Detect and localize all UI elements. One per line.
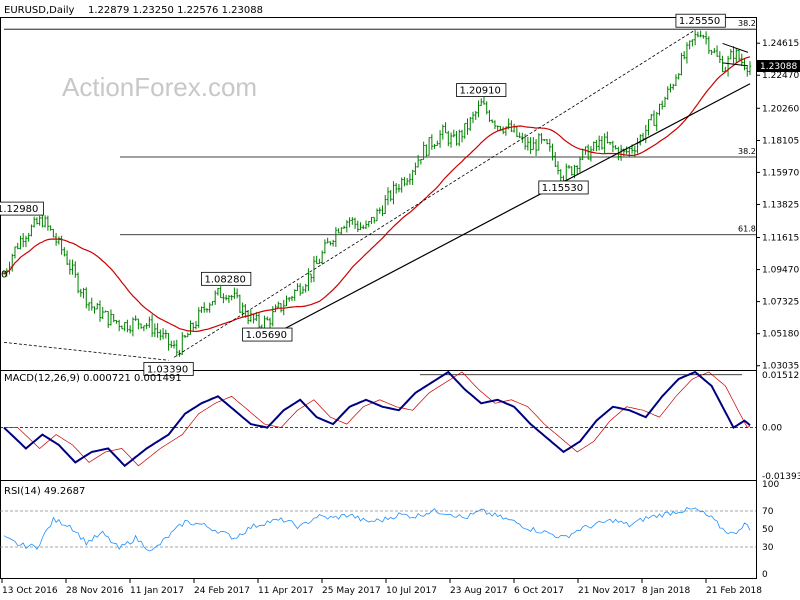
rsi-title: RSI(14) 49.2687 — [4, 486, 85, 497]
price-tick-label: 1.09470 — [762, 266, 799, 276]
price-tick-label: 1.24615 — [762, 39, 799, 49]
swing-label: 1.03390 — [147, 364, 188, 375]
macd-tick-label: 0.01512 — [762, 371, 799, 381]
rsi-line — [3, 506, 751, 552]
price-tick-label: 1.18105 — [762, 136, 799, 146]
date-label: 24 Feb 2017 — [194, 586, 250, 596]
date-label: 11 Jan 2017 — [130, 586, 184, 596]
rsi-tick-label: 70 — [762, 507, 774, 517]
macd-signal-line — [4, 371, 751, 467]
rsi-tick-label: 100 — [762, 480, 779, 490]
rsi-pane-frame — [0, 480, 757, 579]
macd-title: MACD(12,26,9) 0.000721 0.001491 — [4, 373, 182, 384]
swing-label-box — [143, 362, 194, 376]
swing-label: 1.20910 — [460, 86, 501, 97]
price-tick-label: 1.03035 — [762, 362, 799, 372]
price-tick-label: 1.05180 — [762, 330, 799, 340]
rsi-pane: 100 70 50 30 0 — [0, 480, 779, 580]
price-tick-label: 1.15970 — [762, 168, 799, 178]
chart-symbol-label: EURUSD,Daily — [4, 5, 75, 16]
price-tick-label: 1.11615 — [762, 233, 799, 243]
date-label: 23 Aug 2017 — [450, 586, 508, 596]
price-tick-label: 1.22470 — [762, 71, 799, 81]
current-price-box — [757, 60, 800, 73]
price-tick-label: 1.13825 — [762, 200, 799, 210]
macd-line — [3, 370, 751, 468]
swing-label: 1.05690 — [246, 330, 287, 341]
rsi-tick-label: 50 — [762, 525, 774, 535]
moving-average-line — [3, 56, 751, 333]
date-label: 28 Nov 2016 — [66, 586, 124, 596]
macd-pane: 0.01512 0.00 -0.01393 — [0, 370, 800, 482]
date-label: 11 Apr 2017 — [258, 586, 314, 596]
date-label: 8 Jan 2018 — [642, 586, 690, 596]
swing-label-box — [456, 83, 507, 97]
macd-tick-label: -0.01393 — [762, 472, 800, 482]
swing-label-box — [538, 180, 589, 195]
swing-label-box — [675, 13, 726, 28]
swing-label-box — [242, 327, 293, 342]
rsi-tick-label: 30 — [762, 543, 774, 553]
chart-ohlc-text: 1.22879 1.23250 1.22576 1.23088 — [88, 5, 263, 16]
watermark: ActionForex.com — [62, 72, 257, 102]
swing-label: 1.12980 — [0, 204, 38, 215]
price-axis: 1.24615 1.22470 1.20260 1.18105 1.15970 1.138… — [756, 39, 800, 372]
date-label: 6 Oct 2017 — [514, 586, 564, 596]
swing-label: 1.15530 — [542, 183, 583, 194]
price-tick-label: 1.07325 — [762, 298, 799, 308]
rising-trendline — [264, 83, 751, 340]
swing-label-box — [0, 201, 44, 216]
fib-label: 38.2 — [738, 147, 756, 156]
date-label: 25 May 2017 — [322, 586, 381, 596]
date-axis: 13 Oct 2016 28 Nov 2016 11 Jan 2017 24 Feb … — [1, 579, 762, 596]
date-label: 10 Jul 2017 — [386, 586, 437, 596]
swing-label: 1.08280 — [204, 274, 245, 285]
macd-tick-label: 0.00 — [762, 424, 782, 434]
price-tick-label: 1.20260 — [762, 104, 799, 114]
triangle-upper-line — [722, 42, 749, 53]
price-pane: 38.2 38.2 61.8 1.25550 1.20910 1.15530 1.08280… — [0, 13, 756, 376]
fib-label: 61.8 — [738, 225, 756, 234]
date-label: 13 Oct 2016 — [2, 586, 58, 596]
clipped-label: 0 — [1, 270, 7, 281]
swing-label: 1.25550 — [679, 16, 720, 27]
prior-dashed-line — [3, 341, 169, 361]
current-price-label: 1.23088 — [760, 62, 797, 72]
date-label: 21 Feb 2018 — [706, 586, 762, 596]
date-label: 21 Nov 2017 — [578, 586, 636, 596]
triangle-lower-line — [722, 62, 749, 67]
rsi-tick-label: 0 — [762, 570, 768, 580]
fib-label: 38.2 — [738, 19, 756, 28]
channel-dashed-line — [173, 29, 696, 358]
swing-label-box — [201, 271, 252, 286]
macd-pane-frame — [0, 370, 757, 481]
